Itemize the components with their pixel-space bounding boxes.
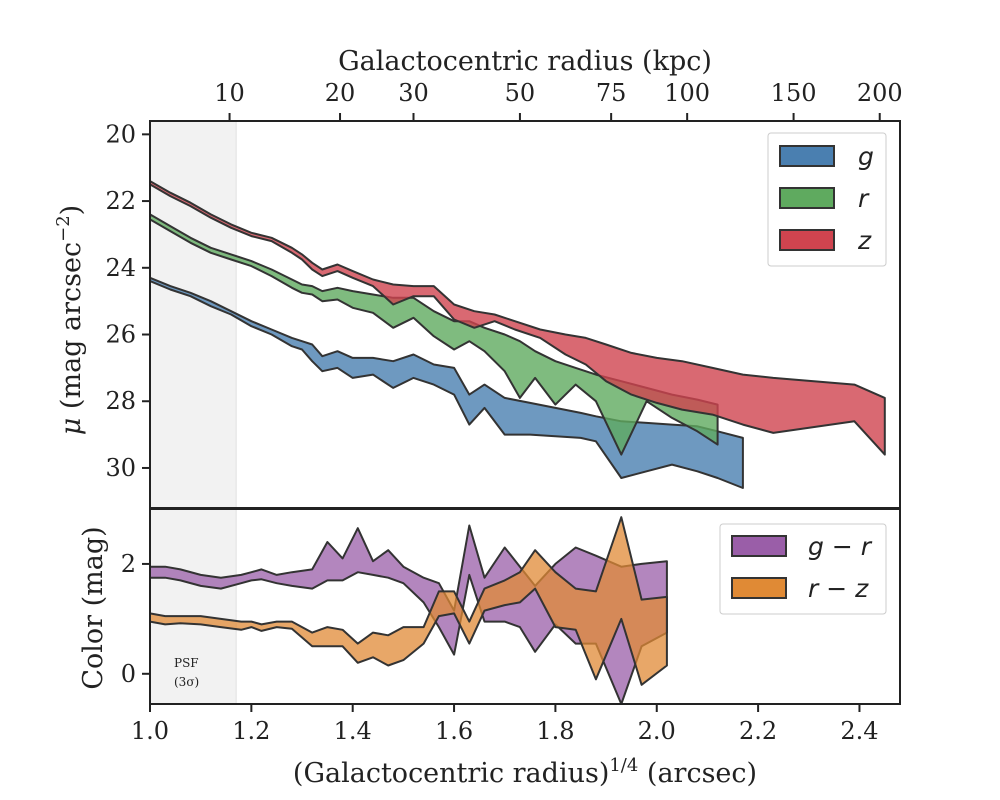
x-tick-label: 2.0	[638, 717, 676, 745]
y-tick-label: 20	[105, 120, 136, 148]
y-tick-label: 2	[121, 550, 136, 578]
x-tick-label: 2.2	[739, 717, 777, 745]
top-tick-label: 100	[664, 79, 710, 107]
top-tick-label: 150	[771, 79, 817, 107]
x-tick-label: 1.6	[435, 717, 473, 745]
top-axis-ticks: 10 20 30 50 75 100 150 200	[214, 79, 903, 121]
top-tick-label: 10	[214, 79, 245, 107]
top-tick-label: 75	[596, 79, 627, 107]
legend-label-r: r	[858, 184, 870, 213]
x-tick-label: 2.4	[840, 717, 878, 745]
legend-swatch-r	[779, 187, 835, 209]
legend-swatch-g	[779, 145, 835, 167]
bottom-x-ticks: 1.0 1.2 1.4 1.6 1.8 2.0 2.2 2.4	[131, 704, 879, 745]
top-tick-label: 20	[325, 79, 356, 107]
legend-swatch-r-z	[731, 577, 787, 599]
top-y-axis-title-sup: −2	[53, 215, 74, 242]
color-panel: PSF (3σ) 02 1.0 1.2 1.4 1.6 1.8 2.0 2.2 2.4 g −…	[121, 508, 901, 745]
y-tick-label: 26	[105, 321, 136, 349]
bottom-legend: g − r r − z	[719, 523, 887, 615]
x-tick-label: 1.8	[536, 717, 574, 745]
bottom-x-axis-title-sup: 1/4	[609, 755, 638, 776]
y-tick-label: 30	[105, 454, 136, 482]
top-y-ticks: 20 22 24 26 28 30	[105, 120, 150, 482]
psf-shaded-region-bottom	[149, 508, 237, 705]
bottom-panel-frame	[149, 508, 901, 705]
legend-label-z: z	[857, 226, 872, 255]
legend-label-r-z: r − z	[808, 574, 869, 603]
surface-brightness-panel: 20 22 24 26 28 30 g r z	[105, 120, 901, 509]
top-tick-label: 30	[398, 79, 429, 107]
band-r	[149, 213, 719, 456]
band-g	[149, 276, 744, 489]
y-tick-label: 24	[105, 254, 136, 282]
x-tick-label: 1.2	[232, 717, 270, 745]
legend-label-g: g	[858, 142, 874, 171]
top-tick-label: 50	[505, 79, 536, 107]
surface-brightness-areas	[149, 180, 886, 489]
top-y-axis-title-text: (mag arcsec	[56, 242, 87, 409]
y-tick-label: 0	[121, 660, 136, 688]
legend-label-g-r: g − r	[808, 532, 873, 561]
x-tick-label: 1.0	[131, 717, 169, 745]
band-z	[149, 180, 886, 456]
top-y-axis-title: μ (mag arcsec−2)	[53, 205, 87, 435]
band-rz	[149, 516, 668, 686]
top-y-axis-title-symbol: μ	[56, 418, 87, 436]
top-tick-label: 200	[857, 79, 903, 107]
y-tick-label: 28	[105, 387, 136, 415]
bottom-y-ticks: 02	[121, 550, 150, 688]
bottom-x-axis-title-text: (Galactocentric radius)	[293, 758, 609, 789]
psf-label-line2: (3σ)	[174, 675, 199, 689]
top-y-axis-title-close: )	[56, 205, 87, 216]
x-tick-label: 1.4	[334, 717, 372, 745]
top-legend: g r z	[767, 132, 887, 267]
y-tick-label: 22	[105, 187, 136, 215]
legend-swatch-g-r	[731, 535, 787, 557]
top-axis-title: Galactocentric radius (kpc)	[338, 46, 712, 77]
bottom-x-axis-title-suffix: (arcsec)	[647, 758, 757, 789]
bottom-x-axis-title: (Galactocentric radius)1/4 (arcsec)	[293, 747, 757, 789]
psf-label-line1: PSF	[174, 656, 199, 670]
color-areas	[149, 516, 668, 705]
psf-shaded-region	[149, 120, 237, 509]
bottom-y-axis-title: Color (mag)	[78, 526, 109, 689]
legend-swatch-z	[779, 229, 835, 251]
